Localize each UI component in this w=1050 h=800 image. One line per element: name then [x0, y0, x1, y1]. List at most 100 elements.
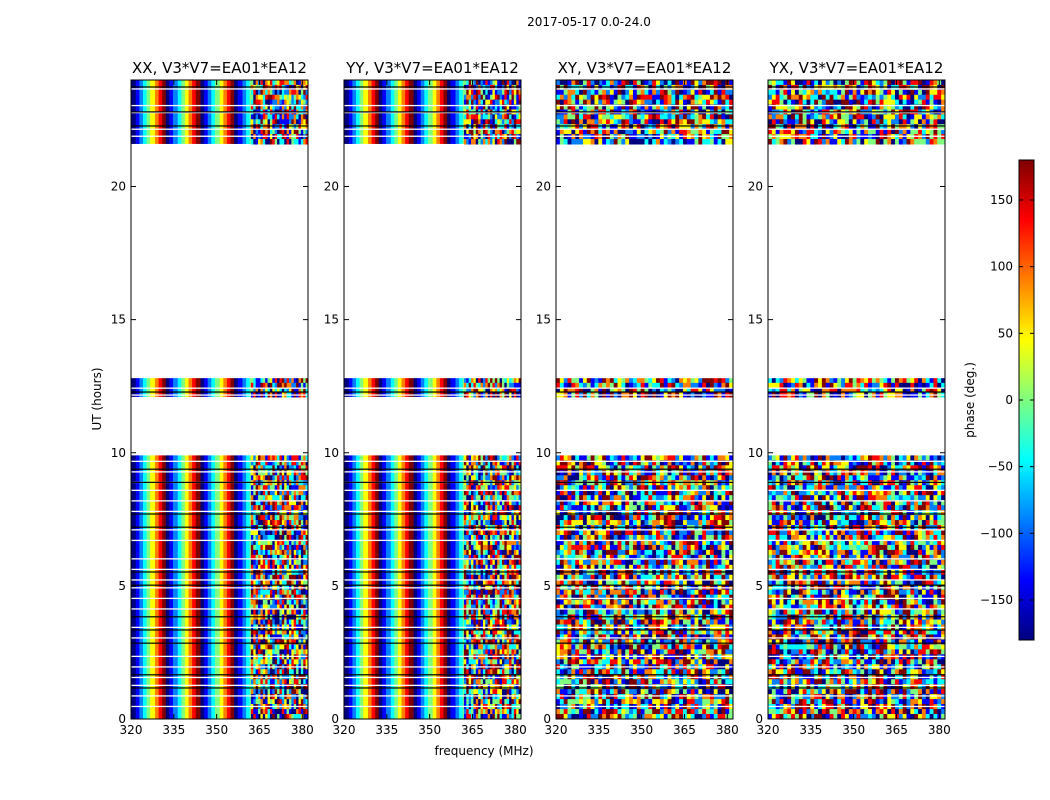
heatmap-cell — [300, 460, 304, 466]
heatmap-cell — [586, 510, 592, 516]
heatmap-cell — [475, 589, 479, 596]
heatmap-cell — [509, 544, 513, 551]
heatmap-cell — [269, 579, 273, 586]
heatmap-cell — [509, 89, 513, 96]
heatmap-cell — [277, 84, 281, 91]
heatmap-cell — [492, 659, 496, 665]
heatmap-cell — [501, 378, 505, 384]
heatmap-cell — [675, 460, 680, 466]
heatmap-cell — [487, 629, 491, 636]
heatmap-cell — [586, 460, 592, 466]
heatmap-cell — [506, 589, 510, 596]
heatmap-cell — [480, 89, 484, 96]
heatmap-cell — [625, 530, 630, 536]
heatmap-cell — [471, 594, 475, 601]
heatmap-cell — [504, 490, 508, 496]
heatmap-cell — [518, 500, 521, 506]
heatmap-cell — [613, 510, 619, 516]
heatmap-cell — [291, 564, 295, 571]
heatmap-cell — [492, 689, 496, 695]
flag-gap — [131, 558, 308, 560]
heatmap-cell — [262, 94, 266, 101]
heatmap-cell — [279, 659, 283, 665]
heatmap-cell — [250, 382, 254, 389]
heatmap-cell — [729, 525, 733, 531]
heatmap-cell — [262, 129, 266, 135]
heatmap-cell — [506, 694, 510, 700]
heatmap-cell — [288, 490, 292, 496]
heatmap-cell — [679, 470, 684, 476]
heatmap-cell — [255, 84, 259, 91]
heatmap-cell — [281, 530, 285, 536]
heatmap-cell — [293, 378, 297, 384]
heatmap-cell — [288, 549, 292, 556]
heatmap-cell — [501, 619, 505, 626]
heatmap-cell — [480, 599, 484, 606]
heatmap-cell — [656, 490, 661, 496]
heatmap-cell — [293, 709, 297, 715]
heatmap-cell — [274, 94, 278, 101]
heatmap-cell — [473, 699, 477, 705]
heatmap-cell — [579, 470, 584, 476]
heatmap-cell — [284, 604, 288, 611]
heatmap-cell — [497, 694, 501, 700]
heatmap-cell — [291, 129, 295, 135]
heatmap-cell — [717, 455, 723, 461]
heatmap-cell — [288, 99, 292, 106]
heatmap-cell — [640, 530, 646, 536]
heatmap-cell — [298, 378, 302, 384]
heatmap-cell — [499, 99, 503, 106]
heatmap-cell — [516, 549, 520, 556]
flag-line — [131, 125, 308, 127]
heatmap-cell — [255, 520, 259, 526]
heatmap-cell — [656, 460, 661, 466]
heatmap-cell — [504, 669, 508, 675]
heatmap-cell — [265, 619, 269, 626]
heatmap-cell — [267, 119, 271, 125]
heatmap-cell — [255, 99, 259, 106]
heatmap-cell — [480, 539, 484, 546]
heatmap-cell — [272, 574, 276, 581]
heatmap-cell — [253, 465, 257, 471]
heatmap-cell — [277, 714, 281, 719]
heatmap-cell — [267, 599, 271, 606]
heatmap-cell — [272, 639, 276, 645]
heatmap-cell — [475, 629, 479, 636]
heatmap-cell — [303, 470, 307, 476]
heatmap-cell — [262, 554, 266, 561]
heatmap-cell — [582, 460, 588, 466]
heatmap-cell — [702, 500, 707, 506]
heatmap-cell — [255, 679, 259, 685]
y-tick-label: 20 — [111, 180, 126, 194]
heatmap-cell — [284, 699, 288, 705]
heatmap-cell — [606, 470, 611, 476]
heatmap-cell — [579, 485, 584, 491]
heatmap-cell — [258, 539, 262, 546]
heatmap-cell — [729, 470, 733, 476]
heatmap-cell — [492, 124, 496, 130]
heatmap-cell — [262, 530, 266, 536]
heatmap-cell — [499, 525, 503, 531]
heatmap-cell — [468, 94, 472, 101]
heatmap-cell — [492, 530, 496, 536]
heatmap-cell — [590, 455, 596, 461]
flag-gap — [131, 637, 308, 639]
heatmap-cell — [725, 485, 730, 491]
heatmap-cell — [279, 460, 283, 466]
heatmap-cell — [463, 604, 467, 611]
heatmap-cell — [286, 574, 290, 581]
heatmap-cell — [269, 382, 273, 389]
heatmap-cell — [494, 684, 498, 690]
flag-gap — [344, 608, 521, 610]
heatmap-cell — [468, 119, 472, 125]
heatmap-cell — [613, 455, 619, 461]
heatmap-cell — [506, 604, 510, 611]
heatmap-cell — [255, 387, 259, 393]
heatmap-cell — [509, 80, 513, 86]
heatmap-cell — [300, 138, 304, 145]
heatmap-cell — [586, 544, 592, 551]
heatmap-cell — [509, 387, 513, 393]
heatmap-cell — [559, 490, 565, 496]
heatmap-cell — [644, 500, 649, 506]
heatmap-cell — [621, 500, 626, 506]
